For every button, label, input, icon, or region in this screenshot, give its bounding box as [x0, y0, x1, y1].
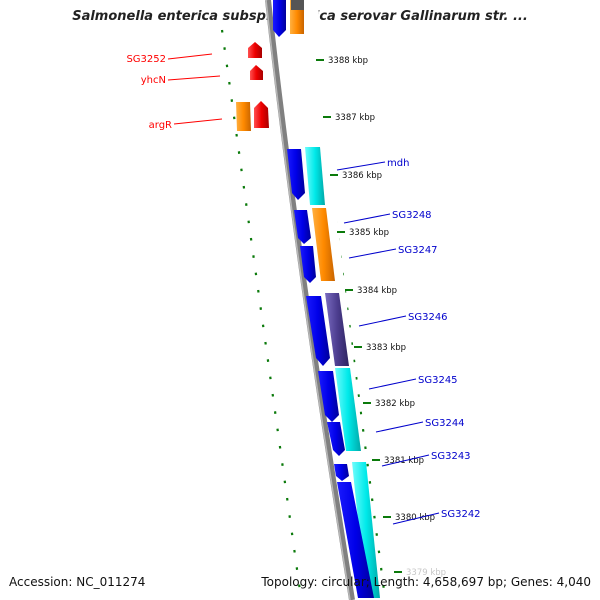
gene-label: SG3243: [431, 451, 471, 462]
forward-features: [287, 147, 380, 598]
gene-label: SG3247: [398, 245, 438, 256]
reverse-features: [236, 42, 269, 131]
tick-label: 3379 kbp: [406, 568, 446, 578]
gene-label: SG3242: [441, 509, 481, 520]
tick-label: 3387 kbp: [335, 113, 375, 123]
gene-label: SG3245: [418, 375, 458, 386]
tick-label: 3382 kbp: [375, 399, 415, 409]
label-connector: [368, 378, 417, 390]
tick-label: 3383 kbp: [366, 343, 406, 353]
label-connector: [343, 213, 391, 224]
accession-label: Accession: NC_011274: [9, 575, 146, 589]
gene-yhcN: [250, 65, 263, 80]
label-connector: [392, 512, 440, 525]
gene-label: SG3252: [126, 54, 166, 65]
gene-SG3252: [248, 42, 262, 58]
tick-label: 3380 kbp: [395, 513, 435, 523]
label-connector: [173, 118, 223, 125]
tick-marks: 3388 kbp 3387 kbp 3386 kbp 3385 kbp 3384 kbp…: [316, 56, 446, 578]
gene-label: mdh: [387, 158, 409, 169]
label-connector: [167, 53, 213, 60]
tick-label: 3388 kbp: [328, 56, 368, 66]
gene-label: SG3246: [408, 312, 448, 323]
label-connector: [348, 248, 397, 259]
label-connector: [381, 454, 430, 467]
gene-label: argR: [149, 120, 172, 131]
gene-labels: SG3252 yhcN argR mdh SG3248 SG3247 SG3246 SG324…: [126, 53, 481, 525]
top-features: [273, 0, 304, 37]
label-connector: [336, 161, 386, 171]
label-connector: [167, 75, 221, 81]
gene-label: SG3244: [425, 418, 465, 429]
gene-label: SG3248: [392, 210, 432, 221]
topology-label: Topology: circular; Length: 4,658,697 bp…: [261, 575, 591, 589]
label-connector: [358, 315, 407, 327]
label-connector: [375, 421, 424, 433]
gene-argR-orange: [236, 102, 251, 131]
backbone: [265, 0, 355, 600]
tick-label: 3385 kbp: [349, 228, 389, 238]
tick-label: 3384 kbp: [357, 286, 397, 296]
gene-label: yhcN: [141, 75, 166, 86]
tick-label: 3386 kbp: [342, 171, 382, 181]
gene-argR: [254, 101, 269, 128]
